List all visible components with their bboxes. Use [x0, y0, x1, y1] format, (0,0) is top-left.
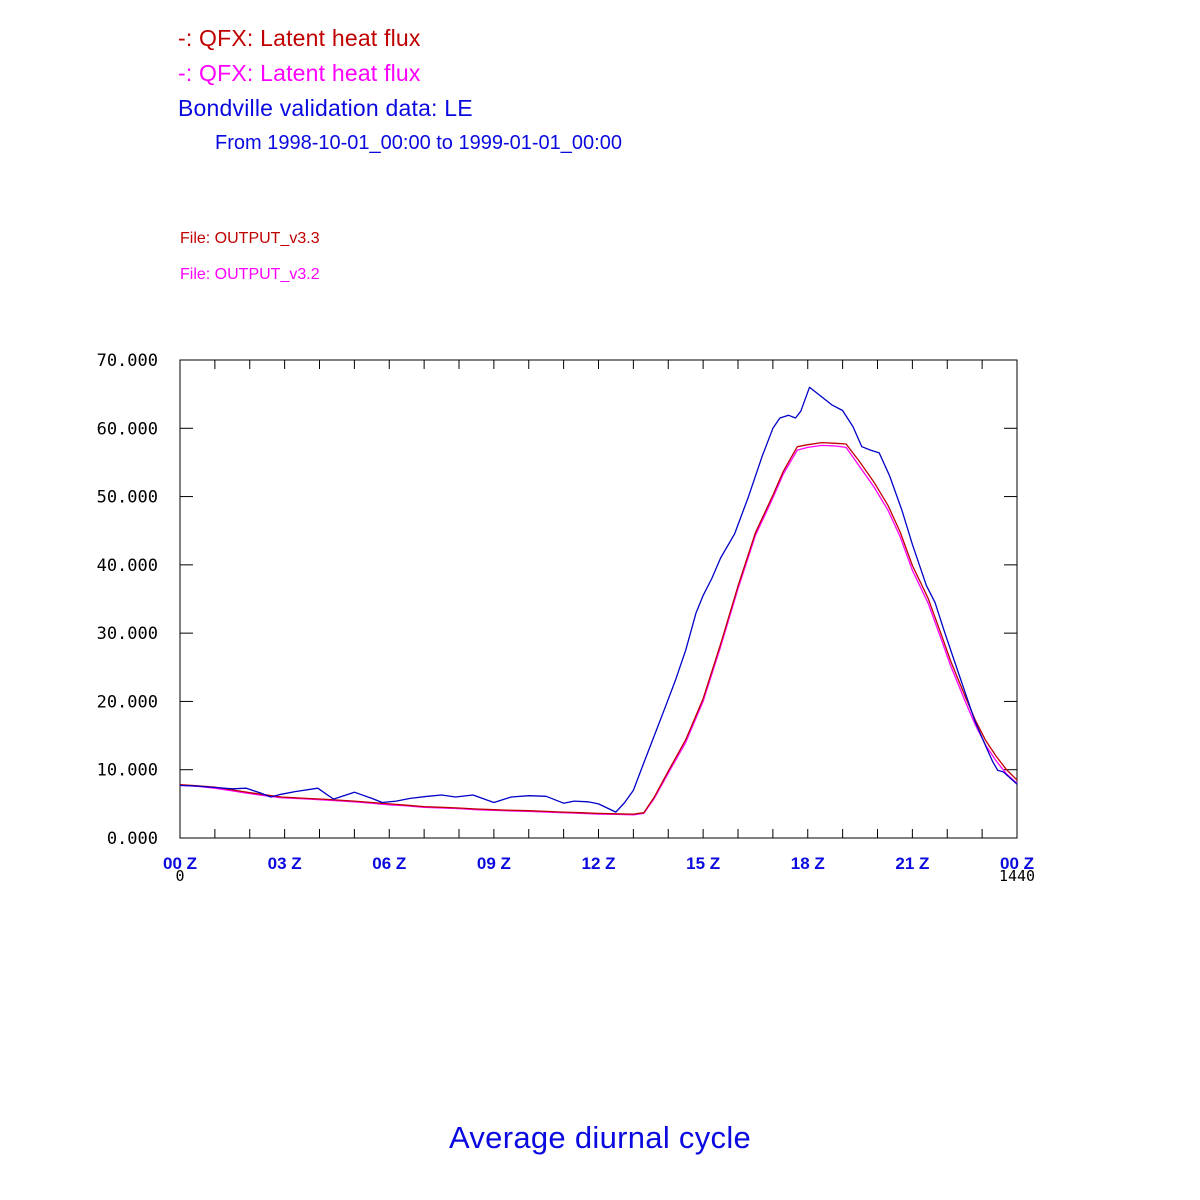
x-axis-minute-label: 0: [175, 867, 184, 885]
x-axis-tick-label: 00 Z: [163, 854, 197, 873]
date-range-label: From 1998-10-01_00:00 to 1999-01-01_00:0…: [215, 132, 622, 154]
series-line: [179, 386, 1018, 813]
series-line: [179, 441, 1018, 815]
x-axis-tick-label: 18 Z: [791, 854, 825, 873]
chart-bottom-title: Average diurnal cycle: [448, 1120, 752, 1155]
file-label-v32: File: OUTPUT_v3.2: [180, 266, 320, 283]
y-axis-tick-label: 0.000: [107, 829, 158, 849]
x-axis-tick-label: 09 Z: [477, 854, 511, 873]
x-axis-minute-label: 1440: [999, 867, 1035, 885]
x-axis-tick-label: 12 Z: [581, 854, 615, 873]
x-axis-tick-label: 21 Z: [895, 854, 929, 873]
y-axis-tick-label: 30.000: [97, 624, 158, 644]
x-axis-tick-label: 15 Z: [686, 854, 720, 873]
y-axis-tick-label: 70.000: [97, 351, 158, 371]
plot-frame: [179, 359, 1018, 839]
dataset-title: Bondville validation data: LE: [178, 95, 473, 121]
y-axis-tick-label: 60.000: [97, 419, 158, 439]
x-axis-tick-label: 00 Z: [1000, 854, 1034, 873]
x-axis-tick-label: 03 Z: [268, 854, 302, 873]
y-axis-tick-label: 50.000: [97, 488, 158, 508]
series-line: [179, 444, 1018, 816]
legend-entry-v32: -: QFX: Latent heat flux: [178, 60, 421, 86]
y-axis-tick-label: 20.000: [97, 692, 158, 712]
legend-entry-v33: -: QFX: Latent heat flux: [178, 25, 421, 51]
y-axis-tick-label: 40.000: [97, 556, 158, 576]
x-axis-tick-label: 06 Z: [372, 854, 406, 873]
file-label-v33: File: OUTPUT_v3.3: [180, 230, 320, 247]
y-axis-tick-label: 10.000: [97, 761, 158, 781]
